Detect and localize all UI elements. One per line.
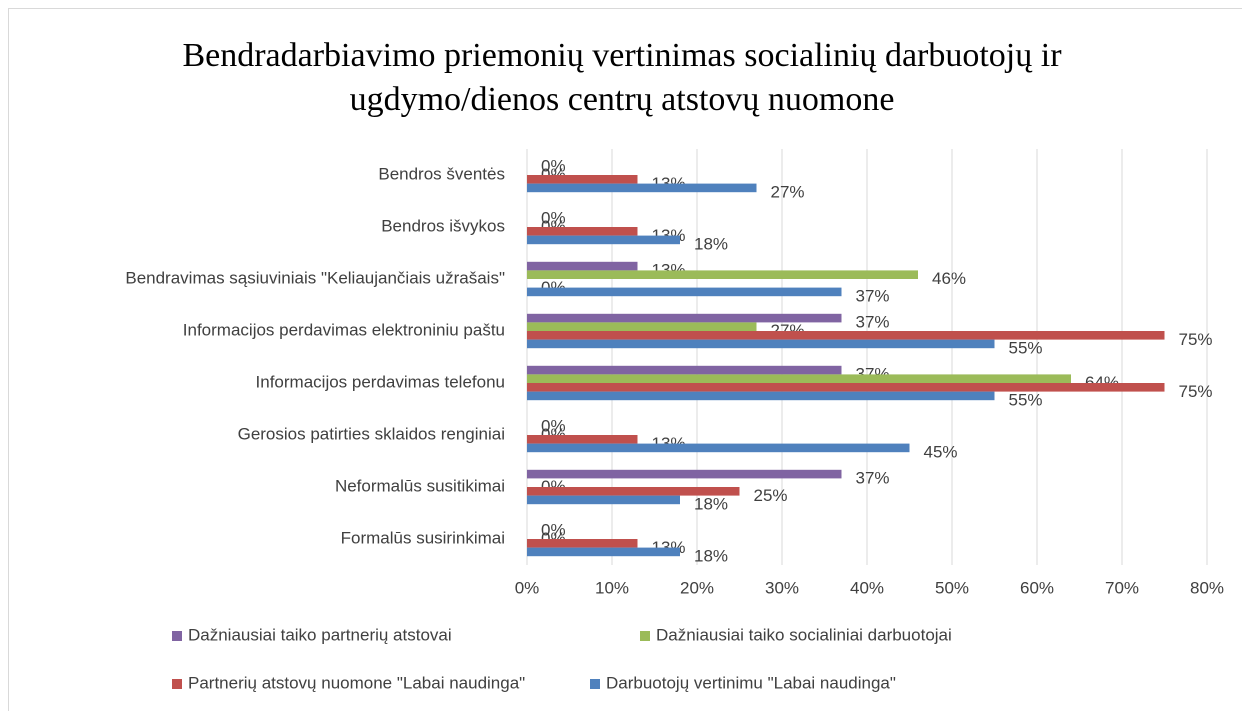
bar (527, 227, 638, 236)
bar (527, 261, 638, 271)
bar (527, 270, 918, 279)
bar (527, 287, 842, 297)
y-tick-label: Bendros išvykos (381, 216, 505, 235)
bar (527, 339, 995, 349)
data-label: 37% (856, 313, 890, 332)
chart-title: Bendradarbiavimo priemonių vertinimas so… (182, 37, 1062, 118)
bar (527, 331, 1165, 340)
data-label: 25% (754, 486, 788, 505)
x-tick-label: 60% (1020, 578, 1054, 597)
bar (527, 383, 1165, 392)
data-label: 0% (541, 209, 566, 228)
bar (527, 435, 638, 444)
data-label: 37% (856, 469, 890, 488)
y-tick-label: Informacijos perdavimas telefonu (256, 372, 505, 391)
data-label: 27% (771, 182, 805, 201)
frame (8, 8, 1242, 711)
bar (527, 374, 1071, 383)
bar (527, 235, 680, 245)
legend-swatch (172, 631, 182, 641)
data-label: 55% (1009, 338, 1043, 357)
data-label: 0% (541, 157, 566, 176)
bar (527, 313, 842, 323)
legend-label: Dažniausiai taiko socialiniai darbuotoja… (656, 625, 952, 644)
data-label: 18% (694, 494, 728, 513)
y-tick-label: Bendravimas sąsiuviniais "Keliaujančiais… (125, 268, 505, 287)
bar (527, 365, 842, 375)
data-label: 18% (694, 234, 728, 253)
legend-label: Darbuotojų vertinimu "Labai naudinga" (606, 673, 896, 692)
x-tick-label: 50% (935, 578, 969, 597)
data-label: 37% (856, 286, 890, 305)
data-label: 75% (1179, 330, 1213, 349)
x-tick-label: 20% (680, 578, 714, 597)
data-label: 45% (924, 442, 958, 461)
bar (527, 183, 757, 193)
bar (527, 443, 910, 453)
y-tick-label: Neformalūs susitikimai (335, 476, 505, 495)
bar (527, 539, 638, 548)
bar (527, 175, 638, 184)
bar (527, 547, 680, 557)
data-label: 46% (932, 269, 966, 288)
x-tick-label: 10% (595, 578, 629, 597)
y-tick-label: Informacijos perdavimas elektroniniu paš… (183, 320, 505, 339)
legend-swatch (640, 631, 650, 641)
x-tick-label: 70% (1105, 578, 1139, 597)
bar (527, 322, 757, 331)
data-label: 0% (541, 521, 566, 540)
bar (527, 469, 842, 479)
x-tick-label: 30% (765, 578, 799, 597)
data-label: 18% (694, 546, 728, 565)
legend-swatch (590, 679, 600, 689)
bar (527, 495, 680, 505)
y-tick-label: Formalūs susirinkimai (341, 528, 505, 547)
bar (527, 487, 740, 496)
x-tick-label: 80% (1190, 578, 1224, 597)
y-tick-label: Gerosios patirties sklaidos renginiai (238, 424, 505, 443)
data-label: 55% (1009, 390, 1043, 409)
x-tick-label: 0% (515, 578, 540, 597)
legend-label: Partnerių atstovų nuomone "Labai nauding… (188, 673, 525, 692)
legend-swatch (172, 679, 182, 689)
legend-label: Dažniausiai taiko partnerių atstovai (188, 625, 452, 644)
x-tick-label: 40% (850, 578, 884, 597)
data-label: 75% (1179, 382, 1213, 401)
y-tick-label: Bendros šventės (378, 164, 505, 183)
bar (527, 391, 995, 401)
data-label: 0% (541, 417, 566, 436)
